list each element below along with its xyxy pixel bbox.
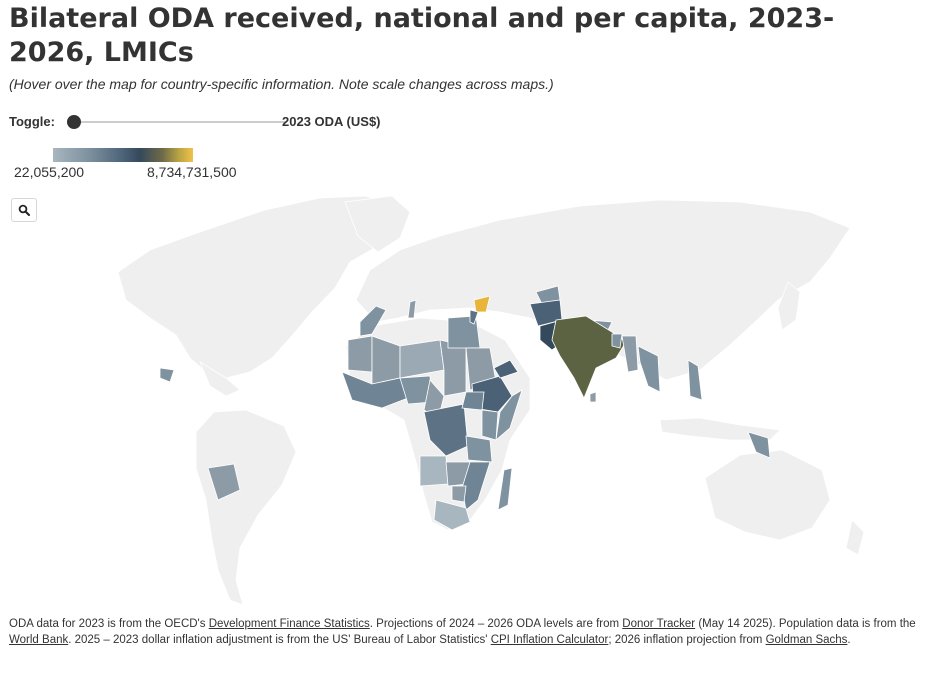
country-drc[interactable] — [423, 403, 469, 457]
footer-text: . Projections of 2024 – 2026 ODA levels … — [369, 618, 623, 630]
legend-max-value: 8,734,731,500 — [147, 164, 237, 180]
country-south-africa[interactable] — [433, 499, 471, 531]
country-tunisia[interactable] — [407, 299, 417, 319]
country-philippines[interactable] — [687, 359, 703, 401]
toggle-value: 2023 ODA (US$) — [282, 114, 381, 129]
country-kenya[interactable] — [481, 409, 499, 441]
country-myanmar[interactable] — [621, 335, 639, 373]
country-morocco[interactable] — [359, 305, 387, 337]
country-zimbabwe[interactable] — [451, 485, 467, 503]
country-bangladesh[interactable] — [611, 333, 623, 349]
link-world-bank[interactable]: World Bank — [9, 633, 69, 646]
land-central-america — [199, 361, 241, 397]
country-mozambique[interactable] — [461, 461, 491, 511]
footer-text: ODA data for 2023 is from the OECD's — [9, 618, 209, 630]
country-south-sudan[interactable] — [461, 391, 485, 411]
country-indochina[interactable] — [637, 345, 661, 393]
slider-thumb[interactable] — [67, 115, 81, 129]
country-madagascar[interactable] — [497, 467, 513, 511]
country-india[interactable] — [551, 315, 627, 399]
link-goldman-sachs[interactable]: Goldman Sachs — [765, 633, 848, 646]
chart-title: Bilateral ODA received, national and per… — [9, 3, 835, 68]
footer-sources: ODA data for 2023 is from the OECD's Dev… — [9, 617, 919, 648]
country-angola[interactable] — [419, 455, 449, 487]
legend-color-scale — [53, 148, 193, 162]
slider-track — [71, 121, 285, 123]
legend-min-value: 22,055,200 — [14, 164, 85, 180]
country-yemen[interactable] — [493, 359, 519, 379]
land-south-america — [195, 409, 297, 606]
country-tanzania[interactable] — [465, 435, 493, 463]
country-bolivia[interactable] — [207, 463, 241, 501]
footer-text: ; 2026 inflation projection from — [608, 633, 766, 646]
link-cpi-inflation-calculator[interactable]: CPI Inflation Calculator — [490, 633, 609, 646]
world-map[interactable] — [0, 185, 937, 610]
footer-text: . 2025 – 2023 dollar inflation adjustmen… — [68, 633, 491, 646]
land-new-zealand — [845, 519, 865, 556]
link-donor-tracker[interactable]: Donor Tracker — [622, 618, 696, 630]
toggle-label: Toggle: — [9, 114, 55, 129]
toggle-slider[interactable] — [67, 114, 285, 130]
land-greenland — [344, 195, 411, 253]
country-sri-lanka[interactable] — [589, 391, 597, 403]
land-north-america — [117, 195, 399, 379]
link-development-finance-statistics[interactable]: Development Finance Statistics — [208, 618, 370, 630]
chart-subtitle: (Hover over the map for country-specific… — [9, 76, 554, 92]
search-button[interactable] — [11, 198, 37, 222]
land-japan — [777, 281, 801, 331]
country-png[interactable] — [747, 431, 771, 459]
country-jordan-lebanon[interactable] — [469, 309, 479, 325]
footer-text: . — [847, 633, 851, 646]
country-mauritania[interactable] — [347, 335, 373, 373]
country-haiti[interactable] — [159, 367, 175, 383]
country-syria[interactable] — [473, 295, 491, 313]
land-australia — [704, 449, 831, 541]
footer-text: (May 14 2025). Population data is from t… — [695, 618, 916, 630]
search-icon — [18, 204, 30, 216]
